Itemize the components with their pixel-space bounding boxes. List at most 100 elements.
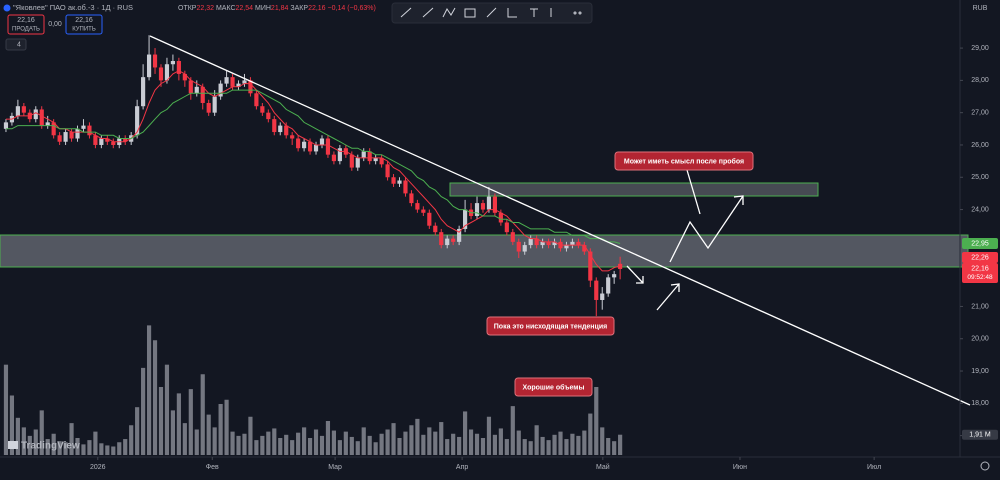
price-label-text: 22,16 <box>971 265 989 272</box>
candle-body <box>105 138 110 142</box>
volume-bar <box>468 429 474 455</box>
candle-body <box>504 222 509 233</box>
volume-bar <box>463 411 468 455</box>
volume-label <box>962 429 998 440</box>
volume-bar <box>397 438 402 455</box>
volume-bar <box>284 434 289 455</box>
candle-body <box>33 109 38 120</box>
axes-layer: 17,0018,0019,0020,0021,0024,0025,0026,00… <box>90 45 998 471</box>
volume-bar <box>582 430 587 455</box>
annotation: Хорошие объемы <box>523 383 585 391</box>
tool-brush[interactable] <box>486 7 497 18</box>
candle-body <box>498 212 503 223</box>
candle-body <box>290 135 295 139</box>
candle-body <box>296 138 301 149</box>
tool-ray[interactable] <box>422 7 434 18</box>
volume-bar <box>486 416 492 455</box>
spread: 0,00 <box>48 21 62 28</box>
volume-bar <box>224 399 229 455</box>
candle-body <box>307 141 313 152</box>
candle-body <box>367 151 372 162</box>
volume-bar <box>337 440 342 455</box>
volume-bar <box>194 429 199 455</box>
volume-bar <box>9 395 15 455</box>
volume-bar <box>45 439 50 455</box>
y-tick-label: 20,00 <box>971 336 989 343</box>
sell-label: ПРОДАТЬ <box>12 27 40 33</box>
annotation-box <box>486 316 615 336</box>
volume-bar <box>361 427 366 455</box>
candle-body <box>588 251 593 281</box>
candle-body <box>99 138 104 145</box>
candle-body <box>606 277 611 294</box>
tool-more[interactable] <box>578 11 582 15</box>
buy-button[interactable] <box>65 14 103 35</box>
candle-body <box>534 238 539 246</box>
indicators-toggle[interactable] <box>5 38 27 51</box>
sell-button[interactable] <box>7 14 45 35</box>
volume-bar <box>409 425 414 455</box>
moving-average <box>6 70 621 272</box>
tool-measure[interactable] <box>507 8 517 18</box>
tool-path[interactable] <box>442 7 456 18</box>
x-tick-label: 2026 <box>90 464 106 471</box>
candle-body <box>385 164 390 178</box>
y-tick-label: 29,00 <box>971 45 989 52</box>
candle-body <box>570 241 575 246</box>
volume-bar <box>433 431 438 455</box>
volume-bar <box>81 444 86 455</box>
candle-body <box>474 203 480 217</box>
tool-trendline[interactable] <box>400 7 412 18</box>
volume-bar <box>176 393 181 455</box>
tool-more[interactable] <box>573 11 577 15</box>
candle-body <box>81 125 86 129</box>
arrow <box>626 265 644 284</box>
volume-bar <box>63 442 68 455</box>
volume-bar <box>349 436 354 455</box>
y-tick-label: 26,00 <box>971 142 989 149</box>
ohlc-value: 22,54 <box>236 5 254 12</box>
volume-bar <box>492 434 497 455</box>
support-zone <box>0 234 969 268</box>
candle-body <box>266 112 271 120</box>
volume-bar <box>254 440 259 455</box>
callout-pointer <box>686 169 701 215</box>
candle-body <box>75 128 80 139</box>
candle-body <box>564 245 569 249</box>
volume-bar <box>313 429 319 455</box>
candle-body <box>451 238 456 242</box>
candle-body <box>582 245 587 252</box>
candle-body <box>284 125 289 136</box>
volume-bar <box>200 374 205 455</box>
settings-button[interactable] <box>980 461 990 471</box>
volume-bar <box>3 364 9 455</box>
candle-body <box>272 119 277 133</box>
volume-bar <box>480 438 486 455</box>
volume-bar <box>248 416 253 455</box>
annotations: Может иметь смысл после пробоя Пока это … <box>486 151 754 397</box>
candle-body <box>170 61 176 65</box>
candle-body <box>355 157 360 168</box>
y-tick-label: 21,00 <box>971 303 989 310</box>
candle-body <box>135 106 140 136</box>
candle-body <box>141 77 146 107</box>
volume-bar <box>51 433 56 455</box>
candle-body <box>379 157 384 165</box>
tool-rectangle[interactable] <box>464 8 476 18</box>
volume-bar <box>516 430 521 455</box>
candle-body <box>445 238 450 246</box>
candle-body <box>260 106 265 113</box>
candle-body <box>51 122 56 136</box>
candle-body <box>313 144 319 152</box>
candle-body <box>528 238 533 246</box>
candle-body <box>439 232 444 246</box>
candle-body <box>552 241 557 246</box>
volume-bar <box>510 406 515 455</box>
volume-bar <box>39 410 44 455</box>
ohlc-value: 22,32 <box>196 5 214 12</box>
arrow-head <box>670 283 680 292</box>
y-tick-label: 24,00 <box>971 206 989 213</box>
volume-bar <box>135 407 140 455</box>
candle-body <box>331 154 336 162</box>
